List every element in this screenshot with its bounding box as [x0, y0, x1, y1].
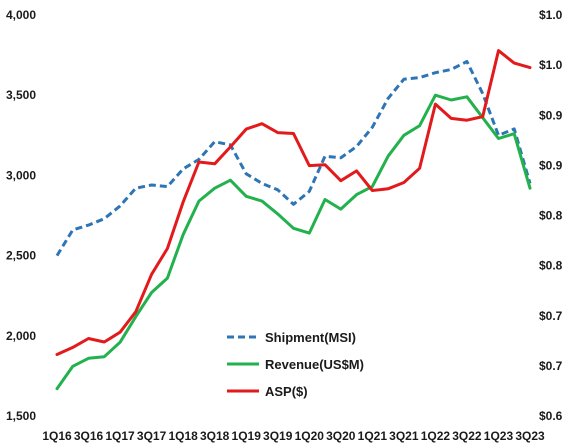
x-tick-label: 3Q23: [515, 429, 545, 443]
right-y-axis: $0.6 $0.7 $0.7 $0.8 $0.8 $0.9 $0.9 $1.0 $1.0: [539, 8, 563, 423]
right-y-tick-label: $0.6: [539, 409, 563, 423]
left-y-tick-label: 1,500: [6, 409, 36, 423]
x-tick-label: 3Q16: [74, 429, 104, 443]
left-y-tick-label: 2,000: [6, 329, 36, 343]
right-y-tick-label: $0.8: [539, 259, 563, 273]
x-tick-label: 3Q22: [452, 429, 482, 443]
legend-label: ASP($): [265, 384, 308, 399]
series-line-shipment-msi: [55, 60, 532, 257]
x-tick-label: 3Q18: [200, 429, 230, 443]
right-y-tick-label: $1.0: [539, 58, 563, 72]
x-tick-label: 1Q20: [295, 429, 325, 443]
x-tick-label: 1Q18: [168, 429, 198, 443]
x-tick-label: 1Q17: [105, 429, 135, 443]
x-tick-label: 3Q19: [263, 429, 293, 443]
series-layer: [55, 49, 532, 391]
legend-label: Shipment(MSI): [265, 330, 356, 345]
left-y-axis: 1,500 2,000 2,500 3,000 3,500 4,000: [6, 8, 36, 423]
x-tick-label: 1Q21: [358, 429, 388, 443]
x-tick-label: 1Q23: [484, 429, 514, 443]
series-line-asp: [55, 49, 532, 356]
x-tick-label: 1Q22: [421, 429, 451, 443]
x-tick-label: 3Q20: [326, 429, 356, 443]
right-y-tick-label: $1.0: [539, 8, 563, 22]
x-tick-label: 3Q17: [137, 429, 167, 443]
legend: Shipment(MSI) Revenue(US$M) ASP($): [227, 330, 364, 399]
right-y-tick-label: $0.9: [539, 158, 563, 172]
left-y-tick-label: 3,000: [6, 168, 36, 182]
left-y-tick-label: 4,000: [6, 8, 36, 22]
x-tick-label: 3Q21: [389, 429, 419, 443]
right-y-tick-label: $0.9: [539, 108, 563, 122]
series-line-revenue-us-m: [55, 93, 532, 391]
legend-label: Revenue(US$M): [265, 357, 364, 372]
x-tick-label: 1Q19: [232, 429, 262, 443]
x-tick-label: 1Q16: [42, 429, 72, 443]
right-y-tick-label: $0.7: [539, 309, 563, 323]
right-y-tick-label: $0.7: [539, 359, 563, 373]
left-y-tick-label: 3,500: [6, 88, 36, 102]
left-y-tick-label: 2,500: [6, 249, 36, 263]
right-y-tick-label: $0.8: [539, 209, 563, 223]
x-axis: 1Q16 3Q16 1Q17 3Q17 1Q18 3Q18 1Q19 3Q19 1Q20 3Q20…: [42, 429, 545, 443]
